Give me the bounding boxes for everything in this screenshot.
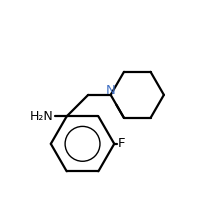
Text: F: F [118,137,125,150]
Text: H₂N: H₂N [30,110,54,123]
Text: N: N [106,84,116,97]
